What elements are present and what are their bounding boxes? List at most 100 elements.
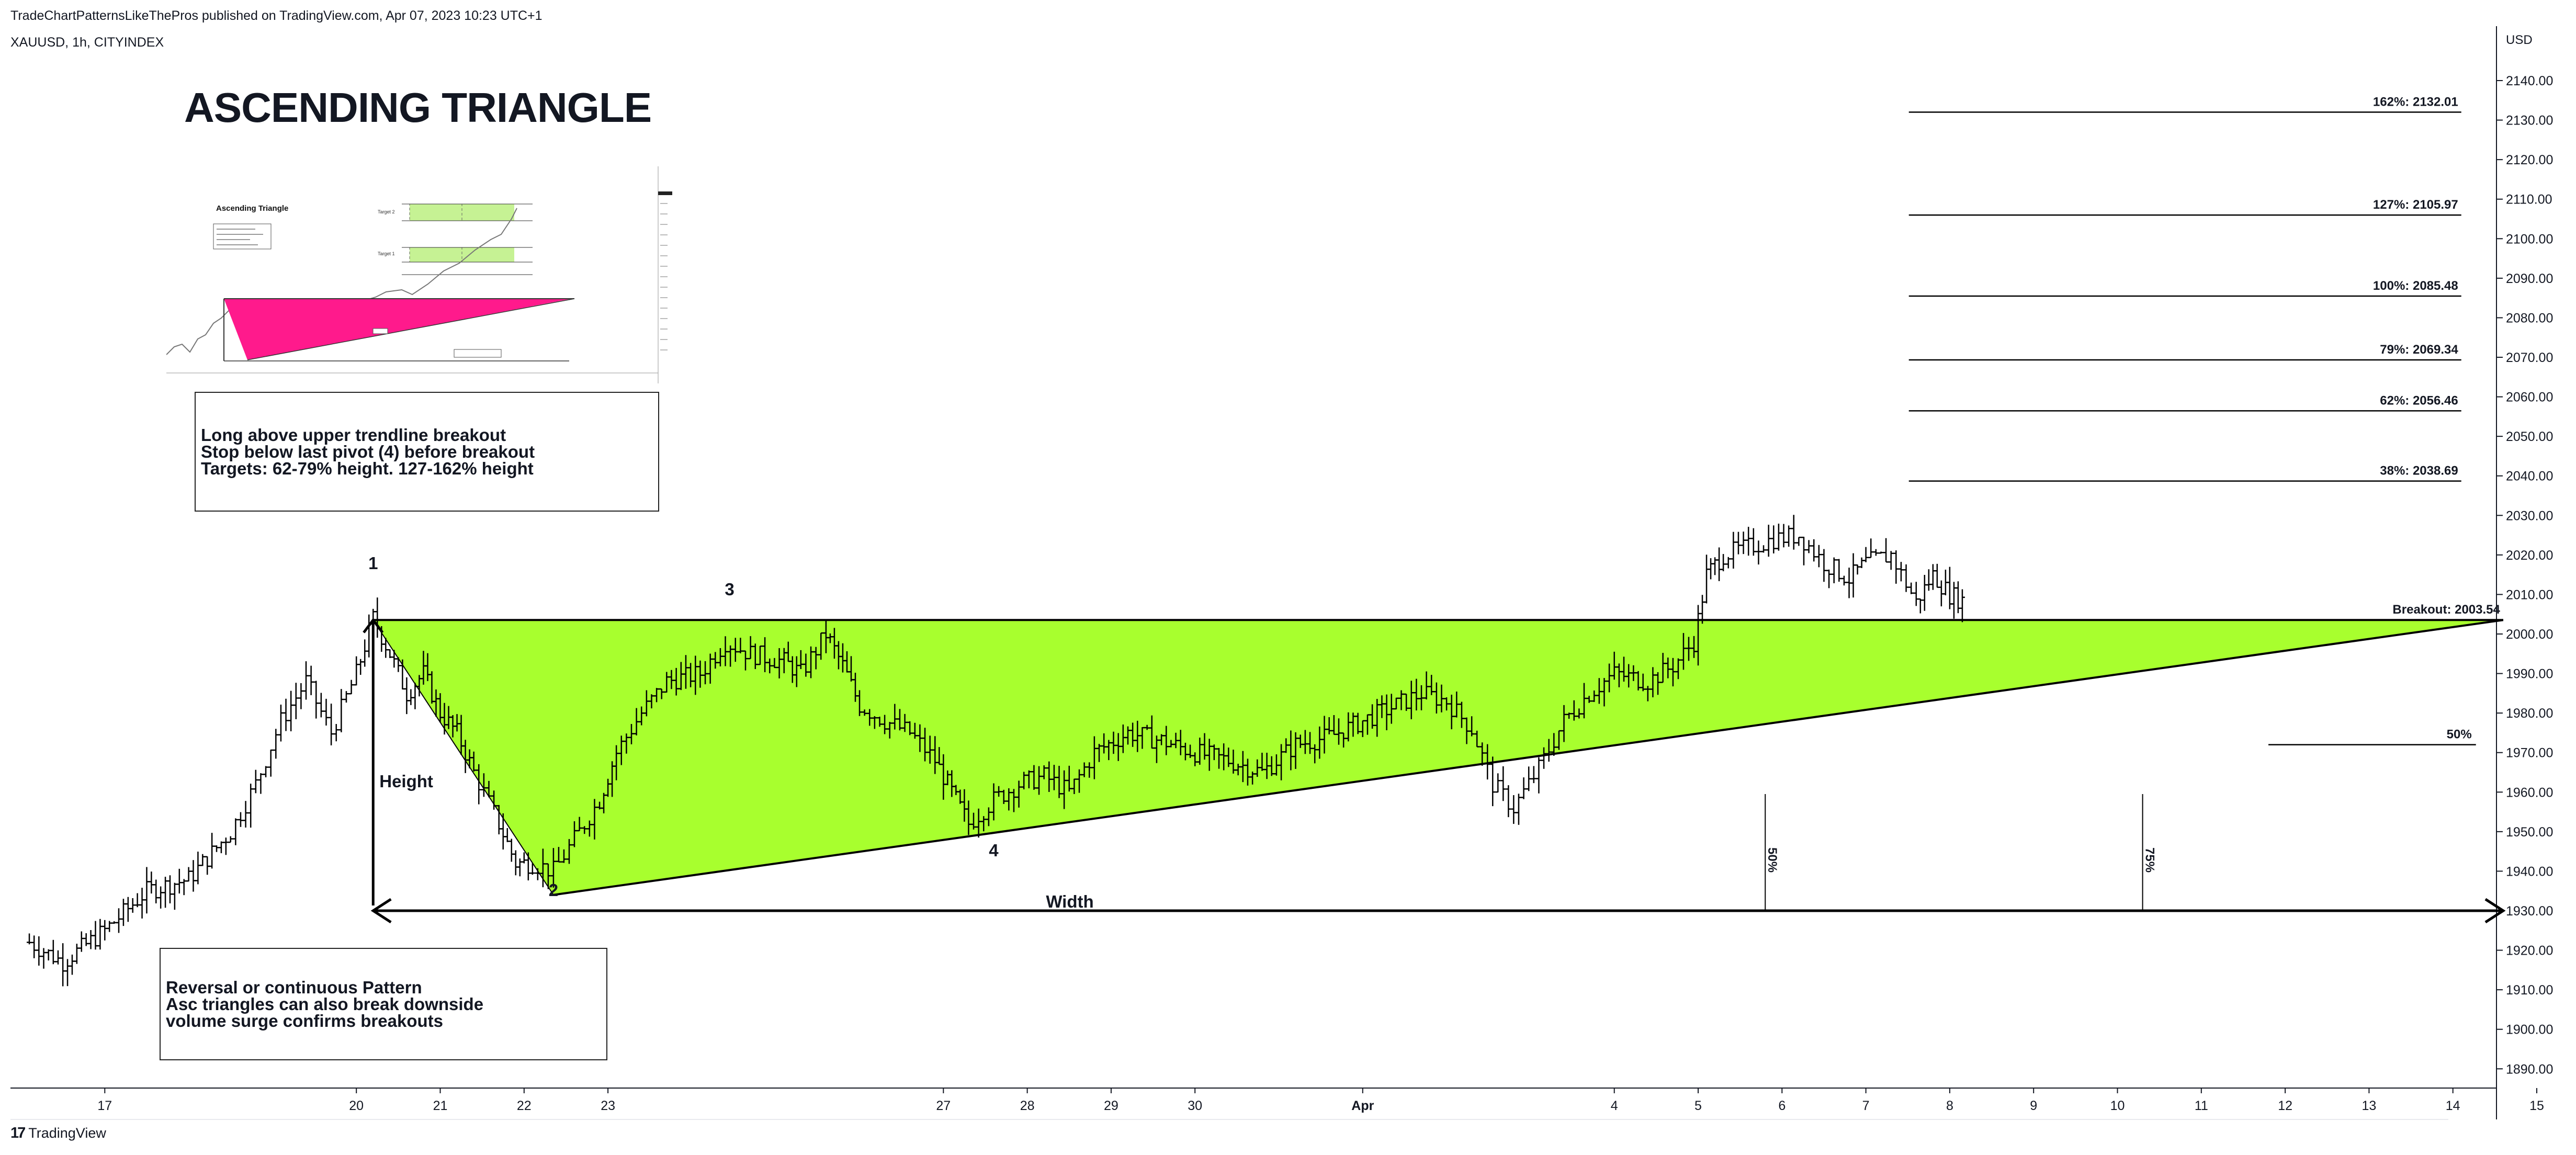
price-axis-tick-label: 1940.00 bbox=[2506, 864, 2553, 879]
price-bar bbox=[1576, 708, 1582, 719]
price-bar bbox=[1036, 766, 1042, 795]
price-bar bbox=[404, 677, 410, 715]
price-bar bbox=[186, 867, 191, 882]
price-bar bbox=[278, 704, 284, 742]
price-bar bbox=[181, 879, 187, 896]
width-arrow-right-head bbox=[2484, 898, 2506, 924]
price-bar bbox=[258, 773, 264, 794]
price-bar bbox=[1650, 667, 1656, 698]
price-bar bbox=[268, 749, 274, 777]
price-bar bbox=[313, 681, 319, 719]
price-bar bbox=[927, 735, 933, 764]
price-bar bbox=[1571, 700, 1577, 721]
price-bar bbox=[139, 888, 145, 919]
price-bar bbox=[1566, 712, 1572, 719]
price-bar bbox=[1725, 557, 1731, 569]
price-bar bbox=[60, 943, 66, 987]
price-bar bbox=[176, 868, 182, 894]
price-bar bbox=[120, 899, 126, 926]
price-bar bbox=[362, 639, 368, 667]
symbol-line: XAUUSD, 1h, CITYINDEX bbox=[10, 35, 164, 50]
thumbnail-image: Ascending Triangle Target 2 Target 1 bbox=[166, 166, 672, 383]
price-bar bbox=[862, 709, 867, 716]
price-bar bbox=[293, 683, 299, 719]
price-bar bbox=[1655, 672, 1661, 695]
price-bar bbox=[1855, 564, 1860, 575]
time-axis-tick-label: 27 bbox=[936, 1099, 951, 1113]
price-bar bbox=[55, 950, 61, 965]
time-axis-tick-label: 29 bbox=[1104, 1099, 1118, 1113]
price-bar bbox=[1888, 551, 1894, 570]
tradingview-logo[interactable]: 17 TradingView bbox=[10, 1125, 106, 1142]
price-bar bbox=[1469, 716, 1475, 737]
price-bar bbox=[1556, 730, 1562, 750]
target-level-label: 100%: 2085.48 bbox=[2373, 279, 2458, 293]
price-bar bbox=[1893, 550, 1899, 584]
pattern-title: ASCENDING TRIANGLE bbox=[184, 84, 652, 131]
price-axis-tick-label: 1930.00 bbox=[2506, 904, 2553, 919]
width-arrow-left-head bbox=[370, 898, 392, 924]
price-bar bbox=[253, 769, 258, 794]
strategy-line-1: Long above upper trendline breakout bbox=[201, 425, 506, 445]
price-bar bbox=[556, 847, 561, 863]
price-bar bbox=[116, 908, 122, 933]
price-bar bbox=[223, 837, 229, 855]
price-bar bbox=[1947, 567, 1952, 609]
price-bar bbox=[1841, 575, 1847, 586]
price-bar bbox=[1011, 789, 1016, 812]
price-bar bbox=[1776, 524, 1781, 551]
price-axis-tick-label: 2040.00 bbox=[2506, 469, 2553, 484]
svg-text:Target 1: Target 1 bbox=[378, 251, 395, 256]
published-line: TradeChartPatternsLikeThePros published … bbox=[10, 8, 543, 23]
price-bar bbox=[892, 704, 898, 730]
price-bar bbox=[872, 716, 877, 729]
price-bar bbox=[333, 724, 339, 742]
price-bar bbox=[93, 921, 98, 950]
price-bar bbox=[1883, 538, 1889, 563]
price-axis-tick-label: 2080.00 bbox=[2506, 311, 2553, 325]
price-bar bbox=[803, 653, 809, 677]
price-axis-tick-label: 2110.00 bbox=[2506, 192, 2552, 207]
price-bar bbox=[1485, 744, 1490, 780]
width-marker-label: 50% bbox=[1765, 847, 1779, 873]
price-bar bbox=[624, 733, 629, 754]
price-bar bbox=[1596, 678, 1602, 704]
price-bar bbox=[1393, 697, 1399, 710]
price-bar bbox=[218, 841, 224, 854]
price-bar bbox=[107, 921, 112, 932]
price-bar bbox=[728, 645, 733, 667]
price-bar bbox=[659, 688, 664, 699]
price-bar bbox=[50, 939, 56, 965]
price-bar bbox=[1490, 756, 1496, 807]
pattern-note-line-3: volume surge confirms breakouts bbox=[166, 1011, 443, 1031]
price-bar bbox=[65, 959, 71, 987]
time-axis-tick-label: 10 bbox=[2110, 1099, 2125, 1113]
price-bar bbox=[263, 766, 269, 777]
price-bar bbox=[798, 650, 804, 670]
price-bar bbox=[1796, 537, 1802, 546]
pivot-label-3: 3 bbox=[725, 580, 734, 599]
price-bar bbox=[323, 698, 329, 726]
price-bar bbox=[1601, 678, 1607, 707]
price-axis-tick-label: 2020.00 bbox=[2506, 548, 2553, 563]
price-bar bbox=[354, 656, 359, 686]
price-axis-tick-label: 2000.00 bbox=[2506, 627, 2553, 642]
price-bar bbox=[1821, 549, 1827, 582]
price-bar bbox=[1781, 524, 1787, 548]
price-bar bbox=[1414, 678, 1419, 711]
price-bar bbox=[1419, 685, 1425, 710]
time-axis-tick-label: 5 bbox=[1694, 1099, 1702, 1113]
price-bar bbox=[1061, 770, 1067, 809]
price-bar bbox=[130, 898, 135, 913]
price-bar bbox=[722, 636, 728, 666]
price-bar bbox=[1444, 697, 1450, 711]
price-bar bbox=[1607, 663, 1612, 693]
price-bar bbox=[897, 709, 902, 731]
tradingview-logo-icon: 17 bbox=[10, 1125, 26, 1141]
price-bar bbox=[1816, 545, 1822, 568]
price-bar bbox=[1878, 551, 1884, 554]
price-bar bbox=[1645, 686, 1651, 701]
price-bar bbox=[1741, 531, 1746, 554]
price-axis-tick-label: 1910.00 bbox=[2506, 983, 2553, 998]
